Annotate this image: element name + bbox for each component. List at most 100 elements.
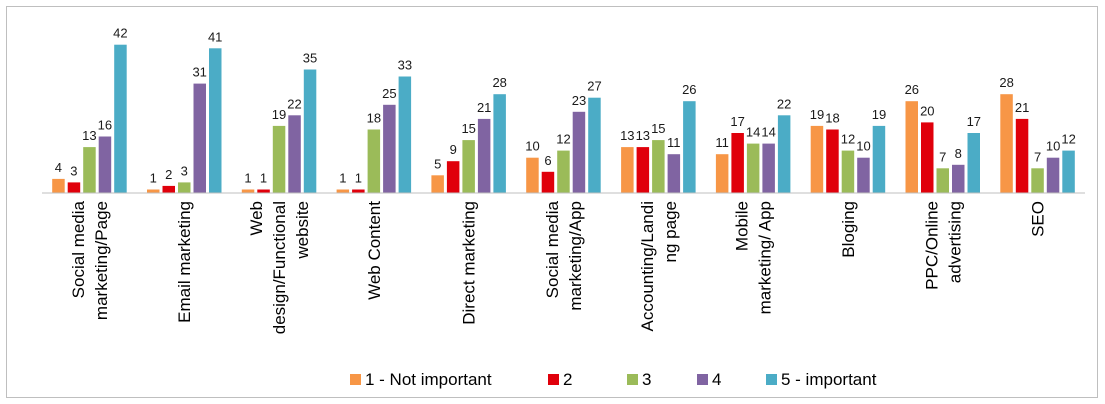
data-label: 14 bbox=[746, 125, 760, 140]
data-label: 18 bbox=[825, 111, 839, 126]
bar bbox=[967, 133, 980, 193]
bar bbox=[1031, 168, 1044, 193]
category-label: Social media marketing/App bbox=[543, 200, 585, 310]
category-label-line: advertising bbox=[945, 201, 964, 283]
category-label: Accounting/Landi ng page bbox=[638, 201, 680, 331]
bar bbox=[857, 157, 870, 193]
data-label: 1 bbox=[260, 171, 267, 186]
legend-swatch bbox=[766, 374, 777, 385]
bar bbox=[383, 104, 396, 194]
category-label: Social media marketing/Page bbox=[69, 200, 111, 320]
bar bbox=[872, 125, 886, 193]
bar bbox=[777, 115, 791, 193]
bar bbox=[257, 189, 270, 193]
bar bbox=[588, 97, 601, 193]
bar bbox=[446, 161, 460, 193]
bar bbox=[731, 133, 744, 193]
category-label-line: Web bbox=[247, 201, 266, 236]
bar bbox=[683, 101, 696, 193]
data-label: 17 bbox=[967, 114, 981, 129]
legend-swatch bbox=[627, 374, 638, 385]
bar bbox=[209, 48, 222, 193]
bar bbox=[162, 185, 175, 193]
data-label: 1 bbox=[150, 171, 157, 186]
bar bbox=[398, 76, 412, 193]
bar bbox=[636, 147, 650, 193]
bar bbox=[667, 154, 681, 193]
category-label-line: Social media bbox=[543, 200, 562, 298]
data-label: 4 bbox=[55, 160, 62, 175]
data-label: 10 bbox=[1046, 139, 1060, 154]
bar bbox=[147, 189, 160, 193]
data-label: 42 bbox=[113, 26, 127, 41]
data-label: 15 bbox=[651, 121, 665, 136]
bar bbox=[905, 101, 918, 193]
data-label: 1 bbox=[244, 171, 251, 186]
legend-label: 5 - important bbox=[781, 370, 877, 389]
category-label-line: Email marketing bbox=[175, 201, 194, 323]
bar bbox=[431, 175, 444, 193]
data-label: 3 bbox=[70, 163, 77, 178]
bar bbox=[1046, 157, 1060, 193]
category-label-line: PPC/Online bbox=[922, 201, 941, 290]
data-label: 21 bbox=[477, 100, 491, 115]
bar bbox=[178, 182, 191, 193]
category-label: Web design/Functional website bbox=[247, 201, 312, 334]
bar bbox=[367, 129, 381, 193]
category-label: Web Content bbox=[365, 201, 384, 300]
bar bbox=[746, 143, 760, 193]
bar bbox=[921, 122, 934, 193]
data-label: 14 bbox=[761, 125, 775, 140]
bar bbox=[810, 125, 824, 193]
data-label: 5 bbox=[434, 156, 441, 171]
data-label: 13 bbox=[82, 128, 96, 143]
data-label: 28 bbox=[999, 75, 1013, 90]
bar bbox=[52, 178, 65, 193]
bar bbox=[652, 140, 665, 193]
data-label: 28 bbox=[492, 75, 506, 90]
category-label-line: website bbox=[293, 201, 312, 260]
data-label: 16 bbox=[98, 118, 112, 133]
bar bbox=[241, 189, 255, 193]
data-label: 10 bbox=[856, 139, 870, 154]
bar bbox=[493, 94, 506, 193]
category-label: PPC/Online advertising bbox=[922, 201, 964, 290]
bar bbox=[1062, 150, 1075, 193]
data-label: 19 bbox=[272, 107, 286, 122]
data-label: 13 bbox=[620, 128, 634, 143]
data-label: 7 bbox=[1034, 149, 1041, 164]
data-label: 12 bbox=[556, 132, 570, 147]
legend-swatch bbox=[548, 374, 559, 385]
data-label: 22 bbox=[287, 96, 301, 111]
bar bbox=[572, 111, 586, 193]
data-label: 11 bbox=[667, 135, 681, 150]
data-label: 22 bbox=[777, 96, 791, 111]
data-label: 26 bbox=[682, 82, 696, 97]
data-label: 8 bbox=[955, 146, 962, 161]
bar bbox=[272, 125, 286, 193]
bar bbox=[477, 118, 491, 193]
data-label: 41 bbox=[208, 29, 222, 44]
category-label-line: marketing/App bbox=[566, 201, 585, 311]
data-label: 3 bbox=[181, 163, 188, 178]
bar bbox=[715, 154, 729, 193]
data-label: 25 bbox=[382, 86, 396, 101]
bar bbox=[83, 147, 96, 193]
bar bbox=[98, 136, 112, 193]
category-label-line: SEO bbox=[1029, 201, 1048, 237]
data-label: 2 bbox=[165, 167, 172, 182]
data-label: 12 bbox=[841, 132, 855, 147]
data-label: 21 bbox=[1015, 100, 1029, 115]
data-label: 9 bbox=[450, 142, 457, 157]
bar bbox=[1015, 118, 1029, 193]
bar bbox=[352, 189, 365, 193]
bar bbox=[541, 171, 555, 193]
bar bbox=[621, 147, 634, 193]
category-label-line: Bloging bbox=[839, 201, 858, 258]
category-label-line: marketing/Page bbox=[92, 201, 111, 320]
bar bbox=[841, 150, 855, 193]
legend-label: 1 - Not important bbox=[365, 370, 492, 389]
category-label: Email marketing bbox=[175, 201, 194, 323]
legend-label: 2 bbox=[563, 370, 572, 389]
